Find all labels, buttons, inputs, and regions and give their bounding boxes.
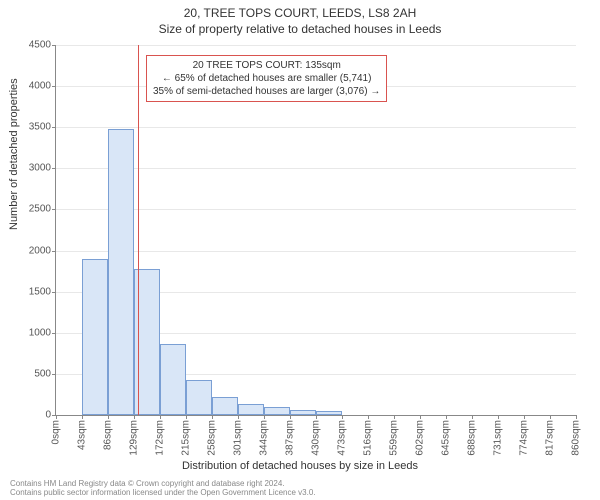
gridline xyxy=(56,127,576,128)
gridline xyxy=(56,251,576,252)
ytick-mark xyxy=(52,209,56,210)
marker-line xyxy=(138,45,139,415)
xtick-label: 860sqm xyxy=(571,420,582,456)
annotation-box: 20 TREE TOPS COURT: 135sqm← 65% of detac… xyxy=(146,55,387,102)
xtick-mark xyxy=(368,415,369,419)
ytick-mark xyxy=(52,86,56,87)
gridline xyxy=(56,45,576,46)
xtick-label: 129sqm xyxy=(129,420,140,456)
xtick-label: 516sqm xyxy=(363,420,374,456)
xtick-mark xyxy=(290,415,291,419)
xtick-label: 817sqm xyxy=(545,420,556,456)
xtick-label: 731sqm xyxy=(493,420,504,456)
xtick-label: 86sqm xyxy=(103,420,114,450)
footer-line2: Contains public sector information licen… xyxy=(10,488,316,498)
ytick-mark xyxy=(52,168,56,169)
histogram-bar xyxy=(264,407,290,415)
xtick-label: 688sqm xyxy=(467,420,478,456)
xtick-mark xyxy=(82,415,83,419)
xtick-label: 387sqm xyxy=(285,420,296,456)
xtick-label: 344sqm xyxy=(259,420,270,456)
xtick-mark xyxy=(524,415,525,419)
histogram-bar xyxy=(316,411,342,415)
chart-container: 20, TREE TOPS COURT, LEEDS, LS8 2AH Size… xyxy=(0,0,600,500)
chart-title-line2: Size of property relative to detached ho… xyxy=(0,20,600,36)
footer-attribution: Contains HM Land Registry data © Crown c… xyxy=(10,479,316,498)
xtick-mark xyxy=(550,415,551,419)
xtick-mark xyxy=(394,415,395,419)
histogram-bar xyxy=(108,129,134,415)
xtick-mark xyxy=(134,415,135,419)
xtick-label: 258sqm xyxy=(207,420,218,456)
histogram-bar xyxy=(160,344,186,415)
ytick-label: 4500 xyxy=(11,40,51,51)
xtick-mark xyxy=(498,415,499,419)
xtick-label: 774sqm xyxy=(519,420,530,456)
histogram-bar xyxy=(82,259,108,415)
histogram-bar xyxy=(212,397,238,415)
xtick-label: 0sqm xyxy=(51,420,62,444)
ytick-label: 2000 xyxy=(11,245,51,256)
ytick-label: 3500 xyxy=(11,122,51,133)
plot-region: 0500100015002000250030003500400045000sqm… xyxy=(55,45,576,416)
xtick-mark xyxy=(186,415,187,419)
xtick-mark xyxy=(212,415,213,419)
xtick-mark xyxy=(446,415,447,419)
gridline xyxy=(56,209,576,210)
ytick-label: 500 xyxy=(11,368,51,379)
x-axis-title: Distribution of detached houses by size … xyxy=(0,460,600,472)
xtick-mark xyxy=(472,415,473,419)
xtick-mark xyxy=(264,415,265,419)
xtick-label: 172sqm xyxy=(155,420,166,456)
ytick-mark xyxy=(52,45,56,46)
gridline xyxy=(56,168,576,169)
chart-plot-area: 0500100015002000250030003500400045000sqm… xyxy=(55,45,575,415)
ytick-mark xyxy=(52,292,56,293)
xtick-label: 602sqm xyxy=(415,420,426,456)
annotation-line2: ← 65% of detached houses are smaller (5,… xyxy=(153,72,380,85)
chart-title-line1: 20, TREE TOPS COURT, LEEDS, LS8 2AH xyxy=(0,0,600,20)
ytick-label: 1000 xyxy=(11,327,51,338)
histogram-bar xyxy=(186,380,212,415)
ytick-label: 3000 xyxy=(11,163,51,174)
xtick-mark xyxy=(108,415,109,419)
xtick-label: 559sqm xyxy=(389,420,400,456)
ytick-mark xyxy=(52,374,56,375)
xtick-label: 473sqm xyxy=(337,420,348,456)
xtick-mark xyxy=(576,415,577,419)
ytick-label: 1500 xyxy=(11,286,51,297)
annotation-line3: 35% of semi-detached houses are larger (… xyxy=(153,85,380,98)
footer-line1: Contains HM Land Registry data © Crown c… xyxy=(10,479,316,489)
ytick-mark xyxy=(52,127,56,128)
xtick-mark xyxy=(420,415,421,419)
annotation-line1: 20 TREE TOPS COURT: 135sqm xyxy=(153,59,380,72)
ytick-label: 2500 xyxy=(11,204,51,215)
xtick-mark xyxy=(160,415,161,419)
xtick-label: 43sqm xyxy=(77,420,88,450)
histogram-bar xyxy=(238,404,264,415)
xtick-label: 645sqm xyxy=(441,420,452,456)
xtick-mark xyxy=(238,415,239,419)
xtick-label: 430sqm xyxy=(311,420,322,456)
xtick-mark xyxy=(342,415,343,419)
ytick-label: 4000 xyxy=(11,81,51,92)
ytick-mark xyxy=(52,333,56,334)
ytick-label: 0 xyxy=(11,410,51,421)
ytick-mark xyxy=(52,251,56,252)
xtick-label: 215sqm xyxy=(181,420,192,456)
histogram-bar xyxy=(290,410,316,415)
xtick-mark xyxy=(316,415,317,419)
xtick-label: 301sqm xyxy=(233,420,244,456)
xtick-mark xyxy=(56,415,57,419)
